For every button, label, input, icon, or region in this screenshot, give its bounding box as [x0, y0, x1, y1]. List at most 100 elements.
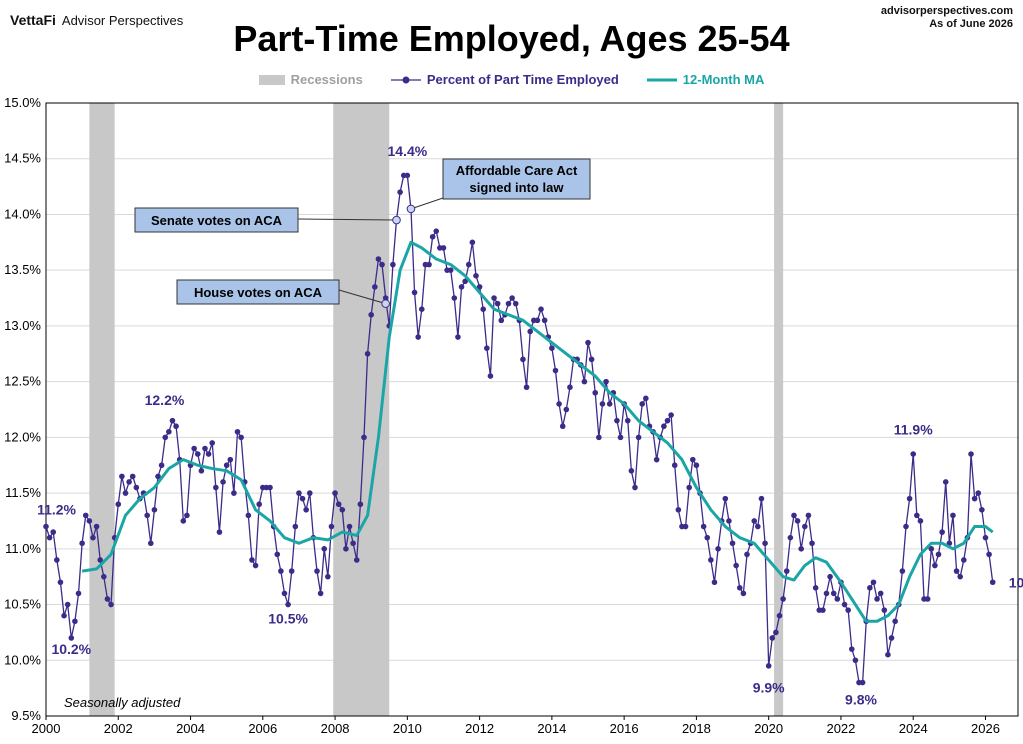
data-point [700, 523, 707, 530]
data-point [162, 434, 169, 441]
value-label: 9.8% [845, 692, 877, 708]
data-point [780, 596, 786, 602]
data-point [487, 373, 494, 379]
data-point [115, 501, 122, 508]
data-point [288, 568, 295, 574]
data-point [888, 635, 895, 641]
data-point [451, 295, 458, 301]
data-point [740, 590, 747, 597]
data-point [433, 228, 440, 234]
x-tick-label: 2016 [610, 721, 639, 736]
callout-box [442, 158, 591, 200]
data-point [332, 490, 338, 496]
data-point [505, 300, 512, 307]
data-point [303, 507, 309, 513]
callout-senate: Senate votes on ACA [151, 213, 283, 228]
data-point [328, 523, 335, 530]
data-point [397, 189, 403, 195]
data-point [722, 495, 729, 502]
legend-recessions-label: Recessions [290, 72, 363, 87]
data-point [755, 523, 761, 530]
y-tick-label: 12.0% [4, 429, 41, 444]
data-point [325, 573, 331, 580]
x-tick-label: 2026 [971, 721, 1000, 736]
data-point [834, 596, 841, 602]
data-point [458, 284, 465, 290]
data-point [693, 462, 700, 469]
legend-part-time: Percent of Part Time Employed [390, 72, 619, 87]
y-tick-label: 11.0% [5, 541, 41, 556]
data-point [632, 484, 638, 491]
y-tick-label: 9.5% [11, 708, 41, 723]
data-point [914, 512, 920, 519]
data-point [281, 590, 288, 597]
data-point [686, 484, 692, 491]
legend-part-time-label: Percent of Part Time Employed [426, 72, 619, 87]
data-point [769, 635, 776, 641]
data-point [122, 490, 129, 496]
data-point [267, 484, 273, 491]
value-label: 10.5% [268, 611, 308, 627]
x-tick-label: 2000 [32, 721, 61, 736]
y-tick-label: 14.5% [4, 151, 41, 166]
data-point [180, 518, 187, 524]
data-point [93, 523, 100, 530]
data-point [986, 551, 992, 558]
x-tick-label: 2012 [465, 721, 494, 736]
data-point [64, 601, 71, 608]
x-tick-label: 2014 [537, 721, 566, 736]
data-point [520, 356, 526, 363]
data-point [498, 317, 505, 324]
data-point [585, 339, 591, 346]
data-point [845, 607, 851, 613]
data-point [353, 557, 360, 563]
data-point [733, 562, 739, 569]
data-point [783, 568, 790, 574]
data-point [758, 495, 765, 502]
data-point [480, 306, 487, 312]
data-point [635, 434, 642, 441]
data-point [906, 495, 913, 502]
data-point [859, 679, 866, 686]
data-point [364, 350, 371, 357]
data-point [274, 551, 281, 558]
data-point [108, 601, 114, 608]
data-point [588, 356, 595, 363]
data-point [227, 456, 234, 463]
data-point [874, 596, 880, 602]
data-point [321, 546, 328, 552]
data-point [848, 646, 855, 652]
data-point [404, 172, 411, 179]
data-point [101, 573, 107, 580]
data-point [382, 295, 389, 301]
data-point [234, 428, 241, 435]
x-tick-label: 2018 [682, 721, 711, 736]
data-point [827, 573, 833, 580]
data-point [552, 367, 559, 374]
data-point [715, 546, 721, 552]
data-point [852, 657, 859, 664]
data-point [299, 495, 306, 502]
data-point [729, 540, 736, 547]
data-point [805, 512, 812, 519]
data-point [989, 579, 996, 586]
data-point [46, 534, 53, 541]
data-point [375, 256, 382, 262]
data-point [736, 585, 743, 591]
y-tick-label: 14.0% [4, 206, 41, 221]
data-point [151, 507, 158, 513]
data-point [689, 456, 696, 463]
x-tick-label: 2022 [826, 721, 855, 736]
data-point [671, 462, 678, 469]
data-point [559, 423, 566, 430]
recession-bar [89, 103, 115, 716]
data-point [744, 551, 750, 558]
data-point [350, 540, 356, 547]
data-point [885, 651, 891, 658]
data-point [205, 451, 212, 457]
value-label: 12.2% [145, 392, 185, 408]
callout-marker [392, 215, 401, 225]
data-point [440, 245, 447, 251]
data-point [791, 512, 797, 519]
